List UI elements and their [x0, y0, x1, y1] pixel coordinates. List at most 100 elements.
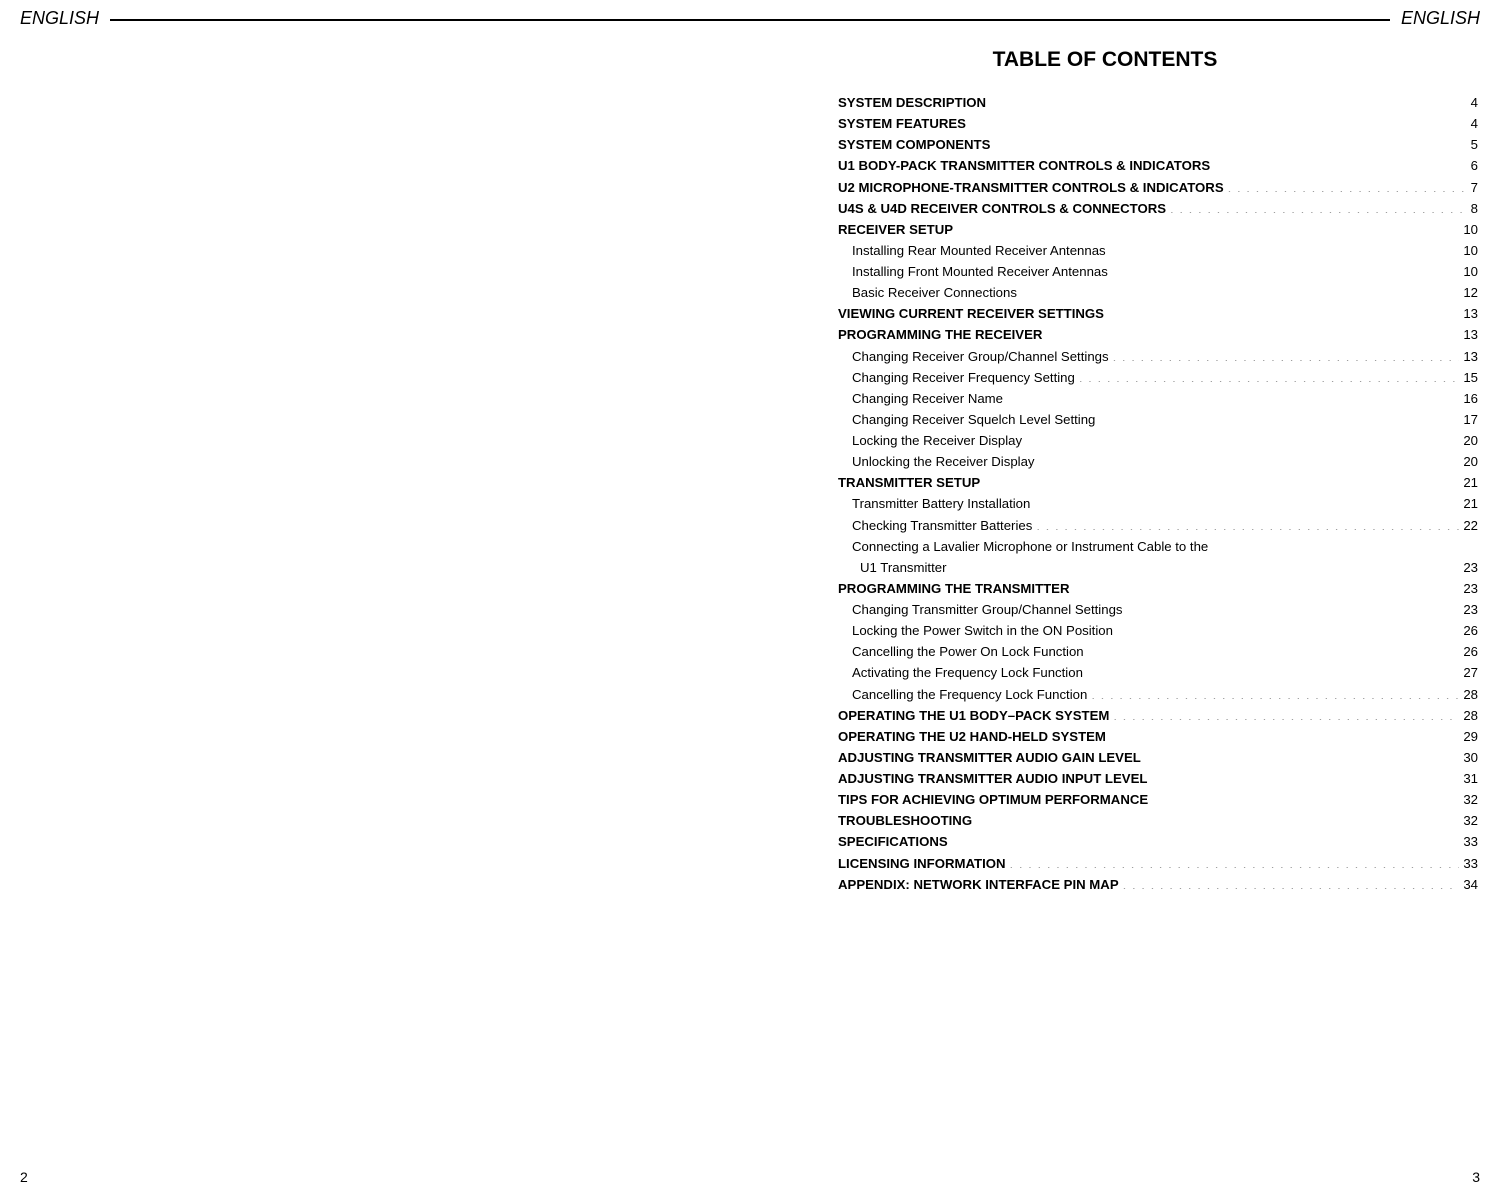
toc-page-number: 15 [1463, 367, 1478, 388]
toc-entry: Changing Receiver Name16 [838, 388, 1478, 409]
toc-leader-dots [1117, 622, 1459, 635]
toc-page-number: 33 [1463, 853, 1478, 874]
toc-page-number: 13 [1463, 346, 1478, 367]
toc-entry: Checking Transmitter Batteries22 [838, 515, 1478, 536]
toc-page-number: 21 [1463, 472, 1478, 493]
toc-page-number: 32 [1463, 810, 1478, 831]
toc-title: TABLE OF CONTENTS [730, 48, 1480, 72]
toc-entry: ADJUSTING TRANSMITTER AUDIO GAIN LEVEL30 [838, 747, 1478, 768]
toc-entry: OPERATING THE U1 BODY–PACK SYSTEM28 [838, 705, 1478, 726]
toc-page-number: 30 [1463, 747, 1478, 768]
toc-leader-dots [990, 94, 1467, 107]
toc-page-number: 23 [1463, 578, 1478, 599]
header-left-language: ENGLISH [20, 8, 99, 29]
toc-page-number: 10 [1463, 219, 1478, 240]
toc-page-number: 10 [1463, 240, 1478, 261]
toc-leader-dots [1039, 453, 1460, 466]
toc-entry: Locking the Power Switch in the ON Posit… [838, 620, 1478, 641]
toc-page-number: 17 [1463, 409, 1478, 430]
toc-leader-dots [1034, 495, 1459, 508]
toc-label: U4S & U4D RECEIVER CONTROLS & CONNECTORS [838, 198, 1166, 219]
toc-label: SYSTEM DESCRIPTION [838, 92, 986, 113]
toc-entry: PROGRAMMING THE RECEIVER13 [838, 324, 1478, 345]
toc-page-number: 33 [1463, 831, 1478, 852]
toc-leader-dots [1108, 305, 1459, 318]
toc-label: U1 Transmitter [860, 557, 946, 578]
toc-entry: LICENSING INFORMATION33 [838, 853, 1478, 874]
toc-page-number: 34 [1463, 874, 1478, 895]
toc-entry: SYSTEM FEATURES4 [838, 113, 1478, 134]
toc-label: TROUBLESHOOTING [838, 810, 972, 831]
toc-list: SYSTEM DESCRIPTION 4SYSTEM FEATURES4SYSTE… [838, 92, 1478, 895]
toc-leader-dots [1007, 390, 1459, 403]
footer-page-right: 3 [1472, 1169, 1480, 1185]
toc-leader-dots [1113, 347, 1460, 360]
toc-leader-dots [1026, 432, 1459, 445]
toc-label: OPERATING THE U2 HAND-HELD SYSTEM [838, 726, 1106, 747]
toc-leader-dots [1112, 263, 1459, 276]
toc-page-number: 26 [1463, 620, 1478, 641]
toc-entry: Changing Receiver Squelch Level Setting1… [838, 409, 1478, 430]
toc-page-number: 31 [1463, 768, 1478, 789]
toc-page-number: 4 [1471, 92, 1478, 113]
toc-page-number: 20 [1463, 451, 1478, 472]
toc-entry: U1 Transmitter 23 [838, 557, 1478, 578]
toc-page-number: 20 [1463, 430, 1478, 451]
toc-entry: SPECIFICATIONS 33 [838, 831, 1478, 852]
toc-leader-dots [1110, 242, 1460, 255]
toc-page-number: 28 [1463, 705, 1478, 726]
toc-leader-dots [1127, 601, 1460, 614]
toc-label: Changing Receiver Group/Channel Settings [852, 346, 1109, 367]
toc-label: Changing Receiver Frequency Setting [852, 367, 1075, 388]
toc-leader-dots [1087, 664, 1459, 677]
toc-leader-dots [1074, 580, 1460, 593]
toc-leader-dots [1079, 368, 1459, 381]
toc-label: Changing Transmitter Group/Channel Setti… [852, 599, 1123, 620]
toc-page-number: 22 [1463, 515, 1478, 536]
toc-entry: Installing Front Mounted Receiver Antenn… [838, 261, 1478, 282]
toc-leader-dots [1170, 199, 1467, 212]
toc-leader-dots [1088, 643, 1460, 656]
toc-entry: U2 MICROPHONE-TRANSMITTER CONTROLS & IND… [838, 177, 1478, 198]
toc-entry: Connecting a Lavalier Microphone or Inst… [838, 536, 1478, 557]
toc-label: RECEIVER SETUP [838, 219, 953, 240]
toc-label: TRANSMITTER SETUP [838, 472, 980, 493]
toc-entry: Cancelling the Power On Lock Function26 [838, 641, 1478, 662]
toc-leader-dots [1228, 178, 1467, 191]
toc-leader-dots [1099, 411, 1459, 424]
toc-leader-dots [1036, 516, 1459, 529]
toc-page-number: 13 [1463, 324, 1478, 345]
toc-label: Basic Receiver Connections [852, 282, 1017, 303]
toc-label: SYSTEM COMPONENTS [838, 134, 990, 155]
toc-leader-dots [1214, 157, 1466, 170]
toc-entry: Installing Rear Mounted Receiver Antenna… [838, 240, 1478, 261]
toc-leader-dots [957, 221, 1459, 234]
toc-page-number: 6 [1471, 155, 1478, 176]
toc-label: Activating the Frequency Lock Function [852, 662, 1083, 683]
toc-label: Unlocking the Receiver Display [852, 451, 1035, 472]
toc-leader-dots [976, 812, 1459, 825]
toc-entry: TIPS FOR ACHIEVING OPTIMUM PERFORMANCE32 [838, 789, 1478, 810]
toc-leader-dots [994, 136, 1466, 149]
toc-label: SPECIFICATIONS [838, 831, 948, 852]
toc-page-number: 13 [1463, 303, 1478, 324]
toc-entry: Cancelling the Frequency Lock Function28 [838, 684, 1478, 705]
toc-label: APPENDIX: NETWORK INTERFACE PIN MAP [838, 874, 1119, 895]
toc-page-number: 8 [1471, 198, 1478, 219]
toc-entry: Unlocking the Receiver Display 20 [838, 451, 1478, 472]
toc-entry: VIEWING CURRENT RECEIVER SETTINGS13 [838, 303, 1478, 324]
toc-page-number: 16 [1463, 388, 1478, 409]
toc-page-number: 23 [1463, 557, 1478, 578]
toc-label: PROGRAMMING THE TRANSMITTER [838, 578, 1070, 599]
toc-label: TIPS FOR ACHIEVING OPTIMUM PERFORMANCE [838, 789, 1148, 810]
toc-page-number: 27 [1463, 662, 1478, 683]
toc-entry: PROGRAMMING THE TRANSMITTER 23 [838, 578, 1478, 599]
toc-page-number: 4 [1471, 113, 1478, 134]
toc-leader-dots [1021, 284, 1459, 297]
toc-entry: SYSTEM DESCRIPTION 4 [838, 92, 1478, 113]
toc-label: Cancelling the Frequency Lock Function [852, 684, 1087, 705]
toc-entry: OPERATING THE U2 HAND-HELD SYSTEM29 [838, 726, 1478, 747]
toc-entry: U4S & U4D RECEIVER CONTROLS & CONNECTORS… [838, 198, 1478, 219]
toc-leader-dots [952, 833, 1460, 846]
toc-entry: Activating the Frequency Lock Function 27 [838, 662, 1478, 683]
